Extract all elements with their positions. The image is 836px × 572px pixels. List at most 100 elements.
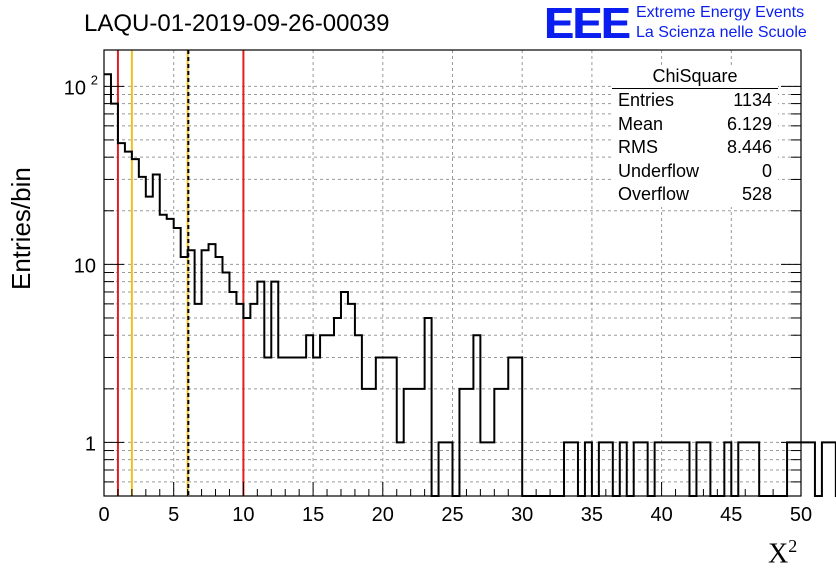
histogram-bin <box>801 442 808 496</box>
stats-row: RMS 8.446 <box>612 136 778 160</box>
x-tick-label: 10 <box>232 504 254 526</box>
histogram-bin <box>188 250 195 496</box>
x-axis-label-exponent: 2 <box>788 536 798 556</box>
histogram-bin <box>236 304 243 496</box>
histogram-bin <box>341 292 348 496</box>
x-tick-label: 5 <box>168 504 179 526</box>
histogram-bin <box>369 389 376 496</box>
stats-title: ChiSquare <box>612 66 778 89</box>
y-tick-label: 1 <box>85 433 96 455</box>
histogram-bin <box>348 304 355 496</box>
histogram-bin <box>411 389 418 496</box>
histogram-bin <box>306 335 313 496</box>
y-tick-label: 10 <box>64 77 86 99</box>
histogram-bin <box>703 442 710 496</box>
x-tick-label: 25 <box>441 504 463 526</box>
histogram-bin <box>118 143 125 496</box>
x-tick-label: 30 <box>511 504 533 526</box>
histogram-bin <box>738 442 745 496</box>
histogram-bin <box>104 74 111 496</box>
histogram-bin <box>459 389 466 496</box>
histogram-bin <box>564 442 571 496</box>
stats-label: RMS <box>618 137 658 157</box>
stats-value: 6.129 <box>726 113 772 134</box>
histogram-series <box>104 73 836 497</box>
histogram-bin <box>202 250 209 496</box>
histogram-bin <box>195 304 202 496</box>
histogram-bin <box>425 318 432 496</box>
histogram-bin <box>209 244 216 496</box>
histogram-bin <box>146 197 153 496</box>
histogram-bin <box>174 228 181 496</box>
histogram-bin <box>160 215 167 496</box>
histogram-bin <box>446 442 453 496</box>
histogram-bin <box>745 442 752 496</box>
stats-label: Mean <box>618 113 664 134</box>
histogram-bin <box>669 442 676 496</box>
y-axis-label: Entries/bin <box>6 167 36 290</box>
histogram-bin <box>181 257 188 496</box>
histogram-bin <box>404 389 411 496</box>
histogram-bin <box>376 357 383 496</box>
stats-value: 8.446 <box>726 137 772 157</box>
histogram-bin <box>829 442 836 496</box>
eee-logo: EEE <box>544 0 630 48</box>
histogram-bin <box>139 177 146 496</box>
histogram-bin <box>808 442 815 496</box>
y-tick-label: 10 <box>74 255 96 277</box>
histogram-bin <box>153 174 160 496</box>
histogram-bin <box>250 304 257 496</box>
histogram-bin <box>599 442 606 496</box>
histogram-bin <box>641 442 648 496</box>
stats-box: ChiSquare Entries 1134 Mean 6.129 RMS 8.446… <box>612 66 778 207</box>
histogram-bin <box>655 442 662 496</box>
histogram-line <box>104 73 836 497</box>
histogram-bin <box>515 357 522 496</box>
stats-value: 0 <box>761 160 772 181</box>
histogram-bin <box>243 318 250 496</box>
histogram-bin <box>494 389 501 496</box>
histogram-bin <box>383 357 390 496</box>
stats-label: Entries <box>618 90 675 110</box>
histogram-bin <box>125 152 132 496</box>
histogram-bin <box>466 389 473 496</box>
histogram-bin <box>257 282 264 496</box>
histogram-bin <box>334 318 341 496</box>
stats-label: Underflow <box>618 160 700 181</box>
logo-line-2: La Scienza nelle Scuole <box>636 24 807 41</box>
x-tick-label: 40 <box>650 504 672 526</box>
histogram-bin <box>487 442 494 496</box>
histogram-bin <box>676 442 683 496</box>
histogram-bin <box>132 159 139 496</box>
stats-row: Overflow 528 <box>612 183 778 207</box>
histogram-bin <box>606 442 613 496</box>
histogram-bin <box>620 442 627 496</box>
stats-row: Mean 6.129 <box>612 113 778 137</box>
histogram-bin <box>320 335 327 496</box>
histogram-bin <box>696 442 703 496</box>
histogram-bin <box>222 273 229 496</box>
histogram-bin <box>822 442 829 496</box>
x-tick-label: 45 <box>720 504 742 526</box>
stats-label: Overflow <box>618 184 690 204</box>
histogram-bin <box>439 442 446 496</box>
stats-value: 1134 <box>733 90 772 110</box>
histogram-bin <box>501 389 508 496</box>
histogram-bin <box>585 442 592 496</box>
x-axis-label-base: X <box>768 538 789 570</box>
histogram-bin <box>724 442 731 496</box>
x-axis-label: X2 <box>768 536 797 570</box>
histogram-bin <box>216 257 223 496</box>
y-tick-exponent: 2 <box>91 72 98 87</box>
histogram-bin <box>397 442 404 496</box>
histogram-bin <box>292 357 299 496</box>
stats-row: Underflow 0 <box>612 160 778 184</box>
histogram-bin <box>313 357 320 496</box>
histogram-bin <box>167 219 174 496</box>
histogram-bin <box>634 442 641 496</box>
histogram-bin <box>683 442 690 496</box>
histogram-bin <box>264 357 271 496</box>
histogram-bin <box>390 357 397 496</box>
histogram-bin <box>571 442 578 496</box>
